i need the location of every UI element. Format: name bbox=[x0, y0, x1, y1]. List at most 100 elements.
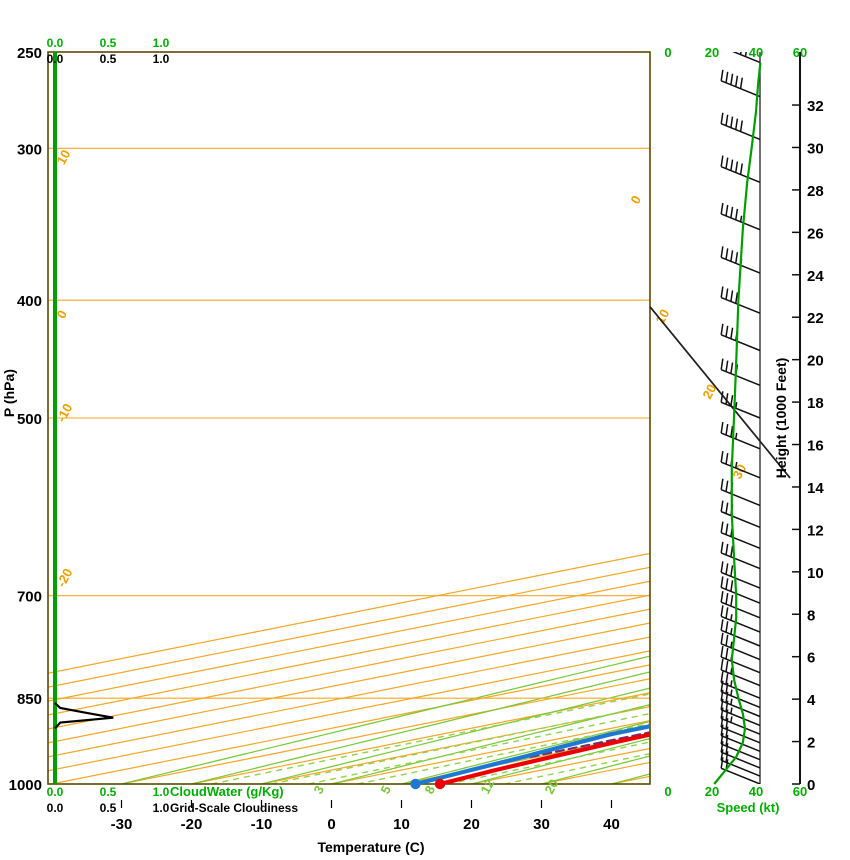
dry-adiabat bbox=[261, 687, 650, 784]
speed-tick-bottom: 20 bbox=[705, 784, 719, 799]
temperature-tick-label: 20 bbox=[463, 816, 480, 833]
isotherm bbox=[48, 594, 650, 716]
dry-adiabat bbox=[191, 671, 650, 784]
wind-barb bbox=[720, 658, 761, 687]
height-tick-label: 4 bbox=[807, 692, 816, 709]
pressure-tick-label: 700 bbox=[17, 589, 42, 606]
wind-barb bbox=[720, 632, 761, 661]
isotherm-label: 10 bbox=[652, 307, 672, 327]
height-tick-label: 18 bbox=[807, 395, 824, 412]
dewpoint-trace bbox=[413, 724, 650, 784]
plot-frame bbox=[47, 51, 651, 785]
pressure-axis-label: P (hPa) bbox=[1, 369, 17, 417]
cloudwater-tick-top: 0.0 bbox=[47, 36, 64, 50]
speed-tick-top: 40 bbox=[749, 45, 763, 60]
height-tick-label: 32 bbox=[807, 98, 824, 115]
pressure-tick-label: 250 bbox=[17, 45, 42, 62]
cloudwater-axis-label: CloudWater (g/Kg) bbox=[170, 784, 284, 799]
wind-barb bbox=[720, 541, 761, 570]
height-tick-label: 30 bbox=[807, 140, 824, 157]
cloudiness-tick-bottom: 1.0 bbox=[153, 801, 170, 815]
isotherm bbox=[48, 552, 650, 674]
isotherm bbox=[48, 566, 650, 688]
isotherm-lines bbox=[48, 552, 650, 784]
dry-adiabat-lines bbox=[121, 655, 650, 784]
cloudwater-tick-bottom: 0.5 bbox=[100, 785, 117, 799]
wind-barb bbox=[720, 716, 761, 744]
temperature-tick-label: 10 bbox=[393, 816, 410, 833]
wind-barb bbox=[720, 605, 761, 633]
wind-barb bbox=[720, 707, 761, 735]
temperature-tick-label: -10 bbox=[251, 816, 273, 833]
temperature-tick-label: 0 bbox=[327, 816, 335, 833]
wind-barb bbox=[720, 391, 761, 419]
height-tick-label: 20 bbox=[807, 353, 824, 370]
wind-barb bbox=[720, 155, 761, 184]
speed-tick-bottom: 40 bbox=[749, 784, 763, 799]
speed-axis: 00202040406060Speed (kt) bbox=[664, 45, 807, 815]
temperature-tick-label: -20 bbox=[181, 816, 203, 833]
temperature-axis: -30 -20 -10 0 10 20 30 40 Temperature (C) bbox=[111, 800, 620, 855]
wind-barb bbox=[720, 576, 761, 604]
cloudwater-tick-top: 0.5 bbox=[100, 36, 117, 50]
cloudiness-profile bbox=[54, 702, 114, 730]
height-tick-label: 2 bbox=[807, 735, 815, 752]
height-tick-label: 14 bbox=[807, 480, 824, 497]
wind-barb bbox=[720, 749, 761, 777]
wind-barb bbox=[720, 69, 761, 98]
mixing-ratio-line bbox=[211, 693, 650, 784]
mixing-ratio-label: 12 bbox=[477, 777, 497, 797]
mixing-ratio-line bbox=[308, 712, 650, 784]
cloudiness-tick-top: 0.5 bbox=[100, 52, 117, 66]
pressure-tick-label: 850 bbox=[17, 691, 42, 708]
height-tick-label: 28 bbox=[807, 183, 824, 200]
wind-barb bbox=[720, 286, 761, 314]
cloudwater-tick-bottom: 0.0 bbox=[47, 785, 64, 799]
pressure-axis: 250 300 400 500 700 850 1000 P (hPa) bbox=[1, 45, 42, 794]
wind-barb bbox=[720, 591, 761, 619]
cloudwater-tick-bottom: 1.0 bbox=[153, 785, 170, 799]
temperature-tick-label: 30 bbox=[533, 816, 550, 833]
cloudwater-tick-top: 1.0 bbox=[153, 36, 170, 50]
speed-profile-trace bbox=[713, 62, 762, 785]
isotherm bbox=[48, 580, 650, 702]
temperature-surface-marker bbox=[434, 778, 446, 790]
isotherm-label: 10 bbox=[53, 147, 73, 167]
temperature-tick-label: 40 bbox=[603, 816, 620, 833]
temperature-tick-label: -30 bbox=[111, 816, 133, 833]
isotherm bbox=[48, 608, 650, 730]
isotherm bbox=[48, 636, 650, 758]
speed-tick-bottom: 0 bbox=[664, 784, 671, 799]
cloud-scales: 0.00.00.00.00.50.50.50.51.01.01.01.0Clou… bbox=[47, 36, 299, 815]
height-axis-label: Height (1000 Feet) bbox=[773, 358, 789, 479]
speed-axis-label: Speed (kt) bbox=[717, 800, 780, 815]
wind-barb bbox=[720, 561, 761, 589]
wind-barb bbox=[720, 732, 761, 761]
pressure-tick-label: 1000 bbox=[9, 777, 42, 794]
dry-adiabat bbox=[121, 655, 650, 784]
speed-tick-top: 20 bbox=[705, 45, 719, 60]
wind-barb bbox=[720, 671, 761, 699]
cloudiness-tick-bottom: 0.5 bbox=[100, 801, 117, 815]
height-tick-label: 24 bbox=[807, 268, 824, 285]
cloudiness-axis-label: Grid-Scale Cloudiness bbox=[170, 801, 298, 815]
height-tick-label: 10 bbox=[807, 565, 824, 582]
pressure-tick-label: 500 bbox=[17, 411, 42, 428]
speed-tick-top: 0 bbox=[664, 45, 671, 60]
temperature-axis-label: Temperature (C) bbox=[317, 839, 424, 855]
wind-barb bbox=[720, 724, 761, 753]
wind-barb bbox=[720, 421, 761, 450]
wind-barb bbox=[720, 619, 761, 647]
wind-barb bbox=[720, 741, 761, 769]
isotherm-label: 30 bbox=[729, 462, 749, 482]
dry-adiabat bbox=[331, 703, 650, 784]
height-tick-label: 6 bbox=[807, 650, 815, 667]
cloudiness-tick-top: 0.0 bbox=[47, 52, 64, 66]
pressure-tick-label: 400 bbox=[17, 293, 42, 310]
mixing-ratio-line bbox=[357, 722, 650, 784]
wind-barb bbox=[720, 202, 761, 231]
height-tick-label: 26 bbox=[807, 225, 824, 242]
